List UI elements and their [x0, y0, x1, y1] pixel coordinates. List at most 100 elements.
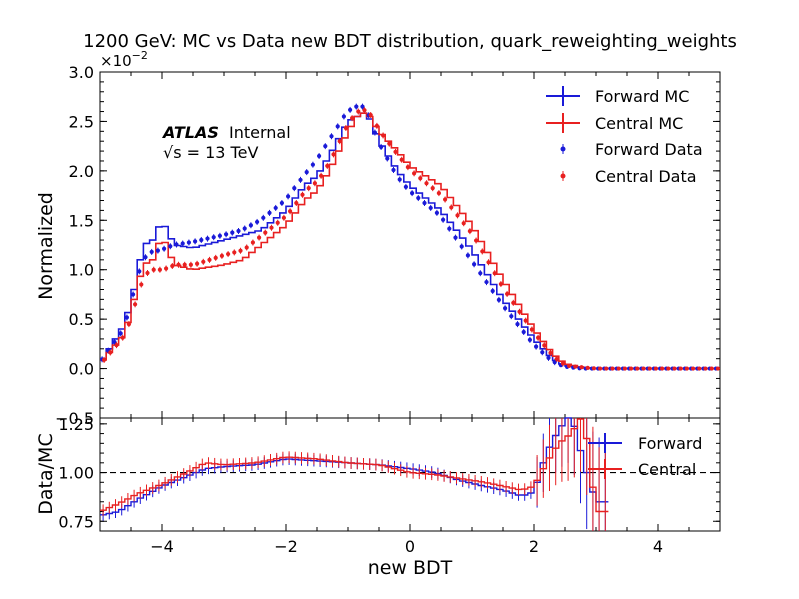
- forward-mc-histogram: [100, 112, 720, 370]
- ratio-y-tick-label: 1.00: [58, 464, 94, 483]
- main-y-tick-label: −0.5: [55, 409, 94, 428]
- central-data-point: [715, 366, 721, 371]
- central-data-point: [343, 125, 348, 131]
- forward-data-point: [230, 230, 235, 235]
- forward-data-point: [534, 344, 539, 349]
- main-y-axis-label: Normalized: [35, 192, 57, 300]
- forward-data-point: [372, 130, 377, 135]
- main-ticks: [99, 71, 721, 419]
- legend-label-central-data: Central Data: [595, 167, 697, 186]
- central-data-point: [374, 123, 379, 128]
- legend-label-forward: Forward: [638, 434, 702, 453]
- central-data-point: [356, 109, 361, 114]
- x-tick-label: −2: [274, 537, 298, 556]
- central-data-point: [635, 366, 640, 371]
- forward-data-point: [329, 134, 334, 139]
- forward-data-point: [236, 228, 241, 234]
- x-tick-label: −4: [150, 537, 174, 556]
- forward-data-point: [422, 200, 427, 206]
- central-data-point: [536, 335, 541, 340]
- central-data-point: [257, 235, 262, 240]
- central-data-point: [492, 271, 497, 276]
- forward-data-point: [149, 249, 154, 255]
- main-y-tick-labels: −0.5 0.0 0.5 1.0 1.5 2.0 2.5 3.0: [55, 63, 94, 428]
- central-ratio-line: [100, 418, 609, 513]
- central-data-point: [579, 365, 584, 370]
- forward-data-point: [217, 233, 222, 238]
- legend-entry-central-mc: Central MC: [546, 113, 683, 133]
- central-data-point: [133, 302, 138, 307]
- central-data-point: [312, 181, 317, 186]
- legend-label-forward-mc: Forward MC: [595, 87, 689, 106]
- central-data-point: [269, 225, 274, 230]
- forward-data-point: [143, 255, 148, 260]
- central-data-point: [436, 191, 441, 196]
- central-data-point: [120, 335, 125, 340]
- forward-data-point: [490, 288, 495, 294]
- central-mc-histogram: [100, 112, 720, 370]
- forward-data-point: [428, 205, 433, 211]
- central-data-point: [474, 238, 479, 243]
- central-data-point: [102, 357, 107, 363]
- central-data-point: [461, 221, 466, 226]
- central-data-point: [170, 263, 175, 269]
- central-data-point: [467, 229, 472, 234]
- central-data-point: [560, 361, 566, 366]
- legend-entry-central-data: Central Data: [560, 167, 697, 186]
- forward-data-point: [286, 194, 291, 199]
- forward-data-point: [186, 240, 191, 245]
- forward-data-point: [465, 253, 470, 258]
- y-scale-base: ×10: [100, 52, 132, 70]
- forward-data-point: [540, 350, 545, 355]
- atlas-label: ATLAS Internal √s = 13 TeV: [161, 123, 291, 162]
- x-tick-labels: −4 −2 0 2 4: [150, 537, 663, 556]
- forward-data-point: [211, 235, 216, 240]
- central-data-point: [176, 262, 181, 267]
- central-data-point: [238, 248, 243, 253]
- forward-data-point: [155, 248, 160, 253]
- central-data-point: [709, 366, 714, 371]
- central-data-point: [517, 309, 522, 314]
- central-data-point: [443, 197, 448, 202]
- forward-data-point: [453, 235, 458, 240]
- forward-data-point: [403, 184, 408, 190]
- central-data-point: [653, 366, 659, 371]
- central-data-point: [281, 215, 286, 220]
- central-data-point: [288, 209, 293, 214]
- central-data-point: [412, 171, 417, 176]
- x-tick-label: 4: [653, 537, 663, 556]
- chart-title: 1200 GeV: MC vs Data new BDT distributio…: [83, 31, 737, 52]
- central-data-point: [139, 282, 144, 287]
- central-data-point: [610, 366, 615, 371]
- forward-data-point: [385, 156, 390, 161]
- central-data-point: [201, 259, 206, 264]
- central-data-point: [449, 205, 454, 210]
- forward-data-point: [478, 271, 483, 276]
- ratio-legend: Forward Central: [588, 433, 702, 479]
- central-data-point: [219, 253, 224, 258]
- central-data-point: [226, 251, 231, 257]
- forward-data-point: [341, 114, 346, 119]
- forward-data-point: [112, 339, 117, 345]
- central-data-points: [102, 107, 721, 371]
- central-data-point: [678, 366, 683, 371]
- central-data-point: [480, 249, 485, 254]
- central-data-point: [182, 262, 187, 267]
- forward-data-point: [379, 144, 384, 150]
- forward-data-point: [509, 314, 514, 319]
- central-data-point: [108, 350, 113, 355]
- central-data-point: [213, 255, 218, 260]
- central-data-point: [660, 366, 665, 371]
- forward-data-point: [310, 162, 315, 167]
- main-series: [100, 103, 721, 371]
- central-data-point: [263, 230, 268, 235]
- central-data-point: [616, 366, 621, 371]
- central-data-point: [195, 261, 200, 266]
- main-y-tick-label: 0.5: [69, 310, 94, 329]
- forward-data-point: [416, 195, 421, 201]
- central-data-point: [554, 356, 559, 362]
- legend-entry-forward-data: Forward Data: [560, 140, 703, 159]
- central-data-point: [399, 157, 404, 162]
- forward-data-point: [298, 177, 303, 183]
- central-data-point: [232, 250, 237, 255]
